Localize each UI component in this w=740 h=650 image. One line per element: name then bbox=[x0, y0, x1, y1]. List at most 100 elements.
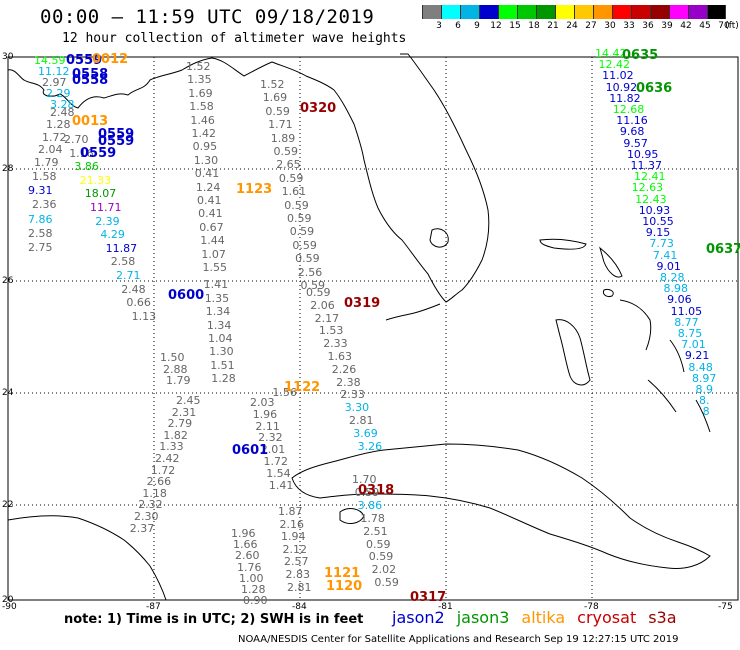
wave-height-value: 2.32 bbox=[258, 431, 283, 445]
wave-height-value: 8.9 bbox=[695, 383, 714, 396]
latitude-label: 22 bbox=[2, 500, 14, 510]
color-scale-label: 30 bbox=[604, 21, 616, 31]
wave-height-value: 8.28 bbox=[660, 271, 685, 284]
wave-height-value: 1.52 bbox=[260, 78, 285, 91]
wave-height-value: 2.16 bbox=[279, 517, 305, 531]
yucatan-coast bbox=[7, 515, 167, 601]
color-scale-swatch bbox=[460, 5, 479, 19]
wave-height-value: 21.33 bbox=[79, 173, 112, 187]
wave-height-value: 0.59 bbox=[273, 145, 299, 158]
wave-height-value: 1.79 bbox=[34, 156, 59, 169]
wave-height-value: 2.06 bbox=[310, 298, 335, 312]
wave-height-value: 2.12 bbox=[282, 542, 308, 556]
isla-juventud bbox=[339, 508, 365, 524]
eleuthera bbox=[619, 299, 652, 351]
wave-height-value: 1.89 bbox=[270, 131, 296, 145]
wave-height-value: 2.71 bbox=[116, 269, 141, 282]
pass-time-label: 0317 bbox=[410, 590, 447, 605]
wave-height-value: 2.81 bbox=[349, 414, 374, 427]
latitude-label: 28 bbox=[2, 164, 14, 174]
pass-time-label: 0559 bbox=[66, 53, 103, 68]
wave-height-value: 1.72 bbox=[263, 455, 289, 468]
color-scale-swatch bbox=[688, 5, 707, 19]
wave-height-value: 1.69 bbox=[262, 91, 288, 105]
wave-height-value: 2.75 bbox=[28, 241, 53, 254]
wave-height-value: 0.59 bbox=[368, 550, 394, 564]
wave-height-value: 1.41 bbox=[203, 278, 229, 292]
color-scale: 3 6 9 12 15 18 21 24 27 30 33 36 39 42 45 70 (ft) bbox=[422, 5, 739, 33]
wave-height-value: 3.86 bbox=[357, 498, 383, 512]
wave-height-value: 0.66 bbox=[126, 296, 151, 310]
pass-time-label: 0013 bbox=[72, 114, 109, 129]
wave-height-value: 12.68 bbox=[612, 103, 645, 116]
wave-height-value: 1.41 bbox=[268, 478, 294, 492]
pass-time-label: 0012 bbox=[92, 52, 129, 67]
color-scale-label: 15 bbox=[509, 21, 521, 31]
wave-height-value: 2.51 bbox=[363, 524, 388, 538]
wave-height-value: 1.34 bbox=[206, 318, 232, 332]
wave-height-value: 2.57 bbox=[284, 555, 309, 569]
longitude-label: -81 bbox=[438, 602, 453, 612]
legend-jason2: jason2 bbox=[392, 608, 445, 627]
wave-height-value: 10.55 bbox=[642, 215, 674, 228]
color-scale-label: 21 bbox=[547, 21, 559, 31]
wave-height-value: 11.05 bbox=[670, 304, 703, 318]
wave-height-value: 2.38 bbox=[336, 375, 361, 389]
wave-height-value: 1.71 bbox=[268, 118, 293, 132]
wave-height-value: 2.81 bbox=[287, 580, 312, 594]
wave-height-value: 3.30 bbox=[344, 401, 370, 415]
color-scale-label: 27 bbox=[585, 21, 597, 31]
color-scale-label: 18 bbox=[528, 21, 540, 31]
wave-height-value: 1.30 bbox=[209, 345, 234, 359]
color-scale-swatch bbox=[422, 5, 441, 19]
wave-height-value: 1.34 bbox=[205, 305, 231, 319]
pass-time-label: 0319 bbox=[344, 296, 381, 311]
wave-height-value: 11.82 bbox=[609, 91, 641, 105]
wave-height-value: 11.87 bbox=[105, 241, 138, 255]
color-scale-bar bbox=[422, 5, 726, 19]
wave-height-value: 11.16 bbox=[616, 114, 648, 128]
note-text: note: 1) Time is in UTC; 2) SWH is in fe… bbox=[64, 612, 364, 627]
wave-height-value: 1.00 bbox=[239, 571, 264, 585]
wave-height-value: 1.96 bbox=[231, 527, 256, 540]
wave-height-value: 2.36 bbox=[32, 198, 57, 212]
wave-height-value: 12.63 bbox=[631, 181, 664, 195]
abaco bbox=[599, 246, 623, 278]
wave-height-value: 1.58 bbox=[189, 100, 214, 114]
pass-time-label: 0635 bbox=[622, 48, 659, 63]
wave-height-value: 1.79 bbox=[166, 374, 191, 387]
color-scale-swatch bbox=[517, 5, 536, 19]
wave-height-value: 1.28 bbox=[46, 118, 71, 132]
longitude-label: -90 bbox=[2, 602, 17, 612]
wave-height-value: 2.65 bbox=[276, 158, 301, 172]
wave-height-value: 1.61 bbox=[281, 185, 307, 199]
wave-height-value: 7.01 bbox=[681, 338, 706, 352]
color-scale-swatch bbox=[707, 5, 726, 19]
wave-height-value: 14.42 bbox=[595, 47, 627, 60]
legend-cryosat: cryosat bbox=[577, 608, 637, 627]
wave-height-value: 8 bbox=[702, 405, 710, 419]
wave-height-value: 0.59 bbox=[366, 537, 391, 551]
wave-height-value: 10.95 bbox=[626, 147, 659, 161]
wave-height-value: 1.28 bbox=[211, 372, 236, 386]
wave-height-value: 2.60 bbox=[235, 549, 260, 563]
pass-time-label: 1123 bbox=[236, 182, 273, 197]
wave-height-value: 1.35 bbox=[204, 291, 230, 305]
pass-time-label: 1122 bbox=[284, 380, 321, 395]
wave-height-value: 1.63 bbox=[327, 350, 353, 363]
wave-height-value: 1.28 bbox=[241, 583, 266, 596]
wave-height-value: 2.17 bbox=[314, 311, 340, 325]
wave-height-value: 1.55 bbox=[202, 261, 228, 274]
wave-height-value: 11.71 bbox=[90, 201, 122, 214]
wave-height-value: 0.59 bbox=[278, 171, 304, 185]
wave-height-value: 1.70 bbox=[352, 473, 377, 486]
wave-height-value: 2.70 bbox=[64, 133, 89, 146]
wave-height-value: 2.03 bbox=[250, 396, 275, 409]
wave-height-value: 0.59 bbox=[265, 104, 290, 118]
wave-height-value: 0.95 bbox=[192, 140, 218, 154]
wave-height-value: 1.46 bbox=[190, 113, 215, 127]
wave-height-value: 1.33 bbox=[159, 440, 184, 454]
wave-height-value: 2.48 bbox=[121, 282, 146, 296]
wave-height-value: 9.31 bbox=[28, 184, 53, 198]
color-scale-swatch bbox=[498, 5, 517, 19]
